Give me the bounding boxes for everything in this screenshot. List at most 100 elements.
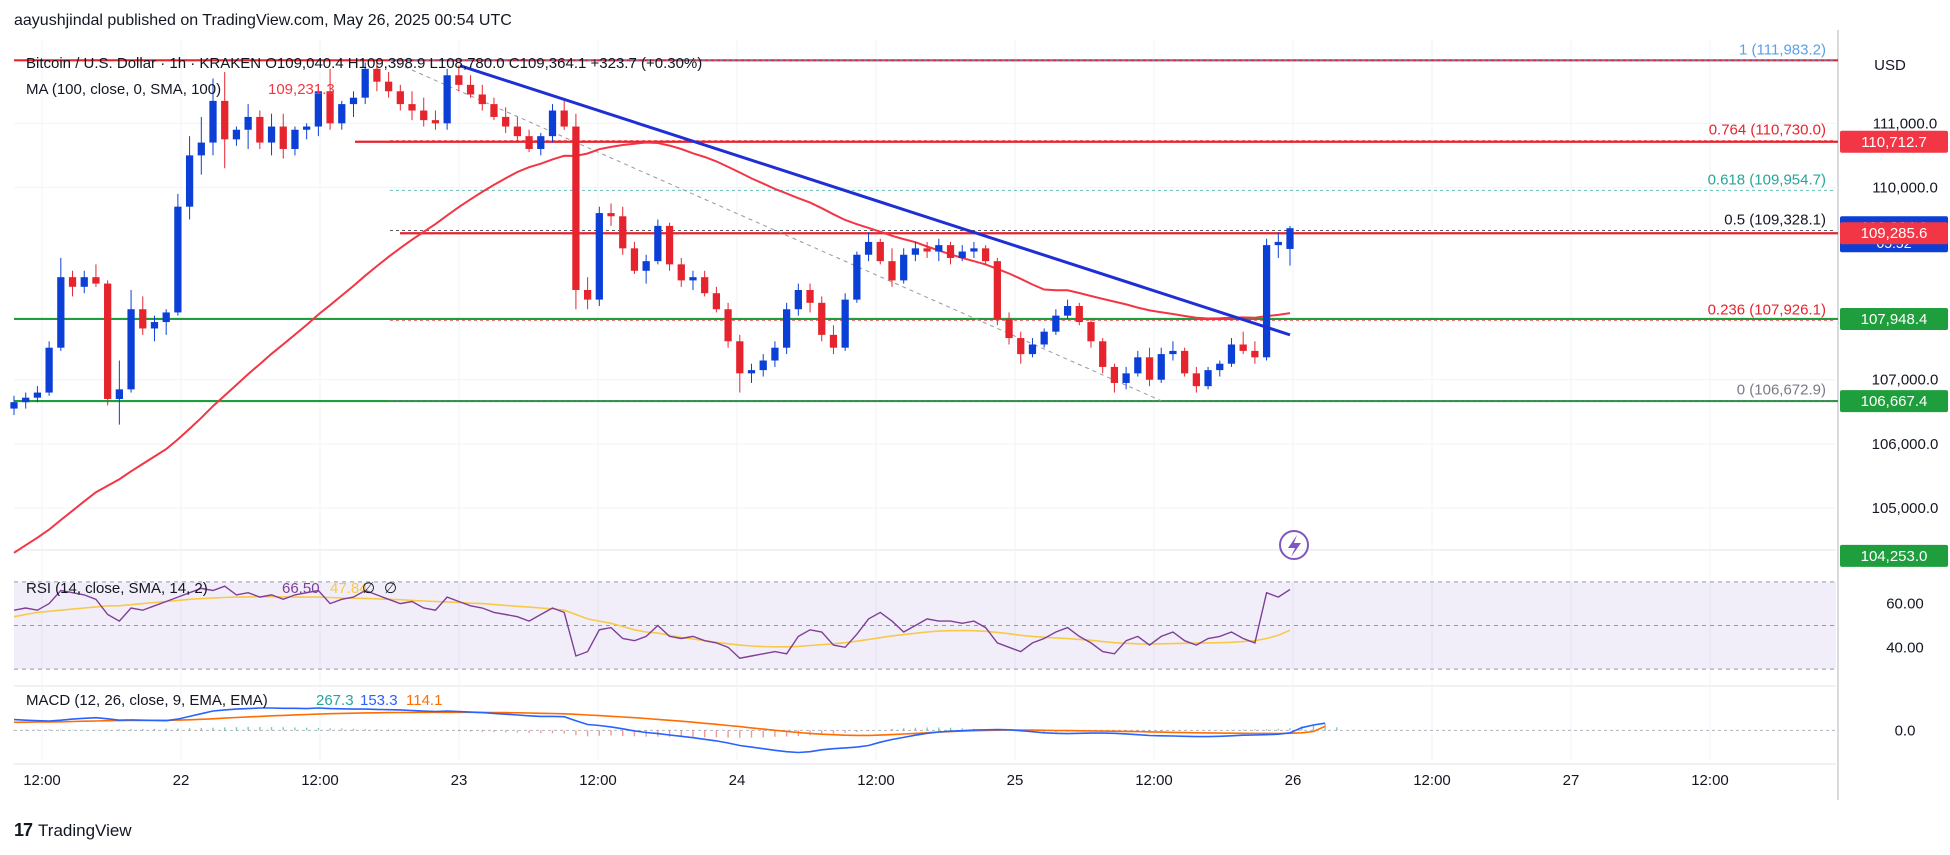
candle-body[interactable] (185, 155, 194, 207)
candle-body[interactable] (724, 309, 732, 342)
candle-body[interactable] (45, 347, 53, 393)
candle-body[interactable] (630, 248, 639, 271)
candle-body[interactable] (548, 110, 557, 137)
candle-body[interactable] (607, 213, 615, 217)
candle-body[interactable] (946, 245, 955, 258)
candle-body[interactable] (209, 100, 217, 143)
candle-body[interactable] (1075, 306, 1083, 323)
candle-body[interactable] (115, 389, 123, 399)
candle-body[interactable] (677, 264, 685, 281)
candle-body[interactable] (221, 100, 229, 140)
candle-body[interactable] (970, 248, 978, 252)
candle-body[interactable] (572, 126, 580, 291)
candle-body[interactable] (1087, 322, 1095, 342)
candle-body[interactable] (80, 277, 88, 287)
candle-body[interactable] (1262, 245, 1271, 358)
candle-body[interactable] (876, 241, 884, 262)
candle-body[interactable] (373, 68, 381, 82)
candle-body[interactable] (619, 216, 627, 249)
candle-body[interactable] (267, 126, 276, 143)
candle-body[interactable] (420, 110, 428, 121)
candle-body[interactable] (68, 277, 77, 287)
candle-body[interactable] (864, 241, 873, 255)
candle-body[interactable] (326, 91, 334, 124)
candle-body[interactable] (338, 104, 346, 124)
candle-body[interactable] (150, 322, 159, 329)
candle-body[interactable] (244, 116, 252, 130)
candle-body[interactable] (818, 302, 826, 335)
candle-body[interactable] (1005, 318, 1013, 339)
candle-body[interactable] (900, 254, 908, 281)
candle-body[interactable] (1157, 354, 1165, 380)
candle-body[interactable] (853, 254, 861, 300)
candle-body[interactable] (513, 126, 522, 137)
candle-body[interactable] (771, 347, 779, 361)
candle-body[interactable] (408, 104, 416, 111)
candle-body[interactable] (197, 142, 205, 156)
candle-body[interactable] (1169, 350, 1177, 355)
candle-body[interactable] (478, 94, 486, 105)
candle-body[interactable] (1017, 338, 1025, 355)
candle-body[interactable] (174, 206, 182, 313)
candle-body[interactable] (291, 129, 299, 149)
candle-body[interactable] (1227, 344, 1236, 364)
candle-body[interactable] (127, 309, 135, 390)
candle-body[interactable] (525, 136, 533, 149)
candle-body[interactable] (1099, 341, 1107, 367)
candle-body[interactable] (1181, 350, 1189, 374)
candle-body[interactable] (1239, 344, 1247, 351)
candle-body[interactable] (560, 110, 568, 127)
candle-body[interactable] (431, 120, 440, 124)
candle-body[interactable] (1122, 373, 1130, 383)
candle-body[interactable] (759, 360, 767, 371)
candle-body[interactable] (736, 341, 744, 374)
candle-body[interactable] (888, 261, 896, 281)
candle-body[interactable] (10, 402, 18, 409)
candle-body[interactable] (1145, 357, 1154, 380)
candle-body[interactable] (33, 392, 42, 398)
candle-body[interactable] (782, 309, 791, 348)
candle-body[interactable] (1251, 350, 1259, 358)
candle-body[interactable] (466, 84, 475, 95)
candle-body[interactable] (104, 283, 112, 399)
candle-body[interactable] (303, 126, 311, 130)
candle-body[interactable] (279, 126, 287, 149)
candle-body[interactable] (1204, 370, 1212, 387)
candle-body[interactable] (935, 245, 943, 252)
candle-body[interactable] (1192, 373, 1200, 387)
candle-body[interactable] (642, 261, 650, 271)
candle-body[interactable] (712, 293, 721, 310)
candle-body[interactable] (384, 81, 393, 92)
candle-body[interactable] (665, 225, 674, 265)
candle-body[interactable] (689, 277, 697, 281)
candle-body[interactable] (22, 397, 30, 403)
candle-body[interactable] (1052, 315, 1060, 332)
candle-body[interactable] (443, 75, 451, 124)
trend-line[interactable] (459, 64, 1291, 337)
candle-body[interactable] (595, 213, 603, 300)
candle-body[interactable] (396, 91, 404, 105)
candle-body[interactable] (1110, 366, 1119, 383)
candle-body[interactable] (794, 290, 802, 310)
replay-icon[interactable] (1279, 530, 1309, 560)
candle-body[interactable] (911, 248, 920, 255)
candle-body[interactable] (490, 104, 498, 117)
candle-body[interactable] (993, 261, 1001, 319)
candle-body[interactable] (583, 290, 592, 300)
candle-body[interactable] (1274, 241, 1282, 246)
candle-body[interactable] (349, 97, 358, 105)
candle-body[interactable] (923, 248, 931, 252)
candle-body[interactable] (829, 334, 838, 348)
candle-body[interactable] (806, 290, 814, 303)
candle-body[interactable] (958, 251, 966, 258)
candle-body[interactable] (841, 299, 849, 348)
candle-body[interactable] (1040, 331, 1048, 345)
candle-body[interactable] (57, 277, 65, 348)
candle-body[interactable] (1216, 363, 1224, 371)
candle-body[interactable] (537, 136, 545, 149)
replay-icon-ring[interactable] (1279, 530, 1309, 560)
candle-body[interactable] (1063, 306, 1072, 316)
candle-body[interactable] (361, 68, 369, 98)
candle-body[interactable] (654, 225, 662, 262)
